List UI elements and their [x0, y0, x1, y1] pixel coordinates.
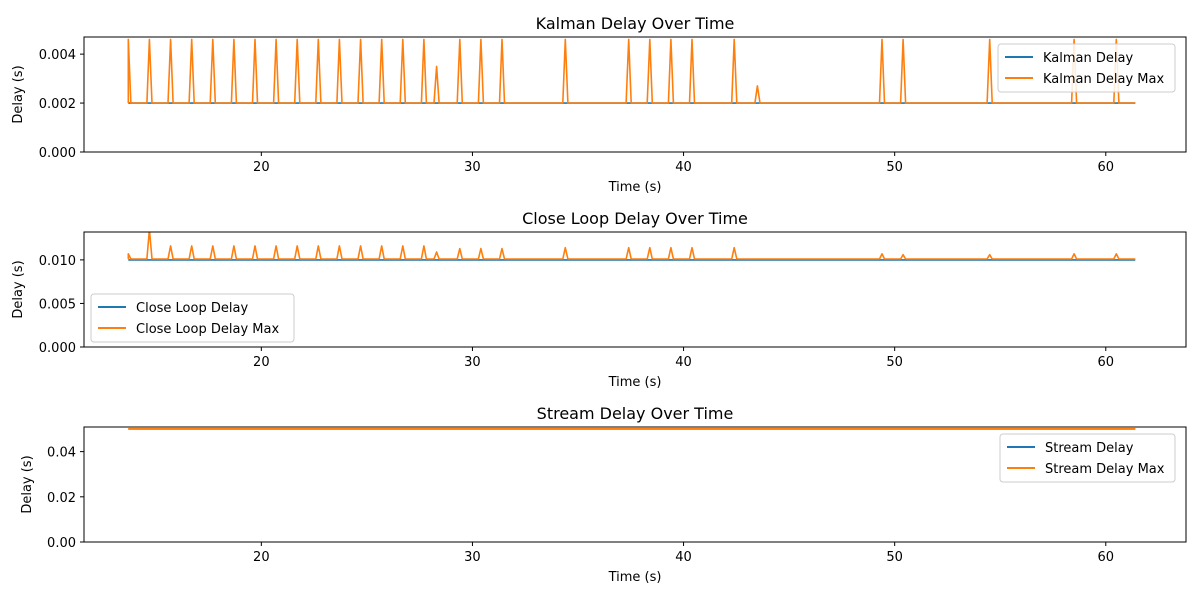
legend: Kalman Delay Kalman Delay Max	[997, 43, 1176, 93]
y-axis-label: Delay (s)	[11, 260, 26, 318]
legend-label: Kalman Delay Max	[1043, 72, 1164, 87]
x-tick-label: 30	[464, 550, 481, 565]
y-tick-label: 0.00	[47, 536, 76, 551]
series-line-2	[127, 232, 1136, 260]
legend-box	[90, 293, 295, 343]
x-tick-label: 40	[675, 160, 692, 175]
x-tick-label: 50	[886, 355, 903, 370]
x-tick-label: 30	[464, 160, 481, 175]
x-tick-label: 60	[1098, 550, 1115, 565]
legend: Stream Delay Stream Delay Max	[999, 433, 1176, 483]
legend-label: Stream Delay Max	[1045, 462, 1165, 477]
x-tick-label: 30	[464, 355, 481, 370]
x-tick-label: 20	[253, 550, 270, 565]
plot-frame	[83, 231, 1187, 348]
chart-panel-2: Close Loop Delay Over Time 20 30 40 50 60 0.00…	[11, 209, 1187, 390]
x-axis-label: Time (s)	[608, 375, 662, 390]
x-tick-label: 40	[675, 550, 692, 565]
legend-label: Close Loop Delay	[136, 301, 248, 316]
x-tick-label: 60	[1098, 355, 1115, 370]
x-tick-label: 40	[675, 355, 692, 370]
x-tick-label: 50	[886, 550, 903, 565]
x-axis-label: Time (s)	[608, 570, 662, 585]
y-tick-label: 0.000	[39, 146, 76, 161]
y-tick-label: 0.000	[39, 341, 76, 356]
y-tick-label: 0.02	[47, 491, 76, 506]
legend-label: Close Loop Delay Max	[136, 322, 279, 337]
chart-title: Stream Delay Over Time	[537, 404, 734, 423]
y-tick-label: 0.002	[39, 97, 76, 112]
series-line-2	[127, 38, 1136, 104]
y-tick-label: 0.005	[39, 297, 76, 312]
chart-title: Close Loop Delay Over Time	[522, 209, 748, 228]
legend-box	[997, 43, 1176, 93]
plot-frame	[83, 36, 1187, 153]
chart-panel-1: Kalman Delay Over Time 20 30 40 50 60 0.000 0.0…	[11, 14, 1187, 195]
x-axis-label: Time (s)	[608, 180, 662, 195]
plot-frame	[83, 426, 1187, 543]
legend-box	[999, 433, 1176, 483]
y-tick-label: 0.004	[39, 48, 76, 63]
y-axis-label: Delay (s)	[11, 65, 26, 123]
y-axis-label: Delay (s)	[20, 455, 35, 513]
y-tick-label: 0.04	[47, 446, 76, 461]
chart-title: Kalman Delay Over Time	[536, 14, 735, 33]
y-tick-label: 0.010	[39, 254, 76, 269]
chart-panel-3: Stream Delay Over Time 20 30 40 50 60 0.00 0.02…	[20, 404, 1187, 585]
legend: Close Loop Delay Close Loop Delay Max	[90, 293, 295, 343]
x-tick-label: 50	[886, 160, 903, 175]
legend-label: Kalman Delay	[1043, 51, 1133, 66]
x-tick-label: 60	[1098, 160, 1115, 175]
legend-label: Stream Delay	[1045, 441, 1134, 456]
x-tick-label: 20	[253, 160, 270, 175]
x-tick-label: 20	[253, 355, 270, 370]
